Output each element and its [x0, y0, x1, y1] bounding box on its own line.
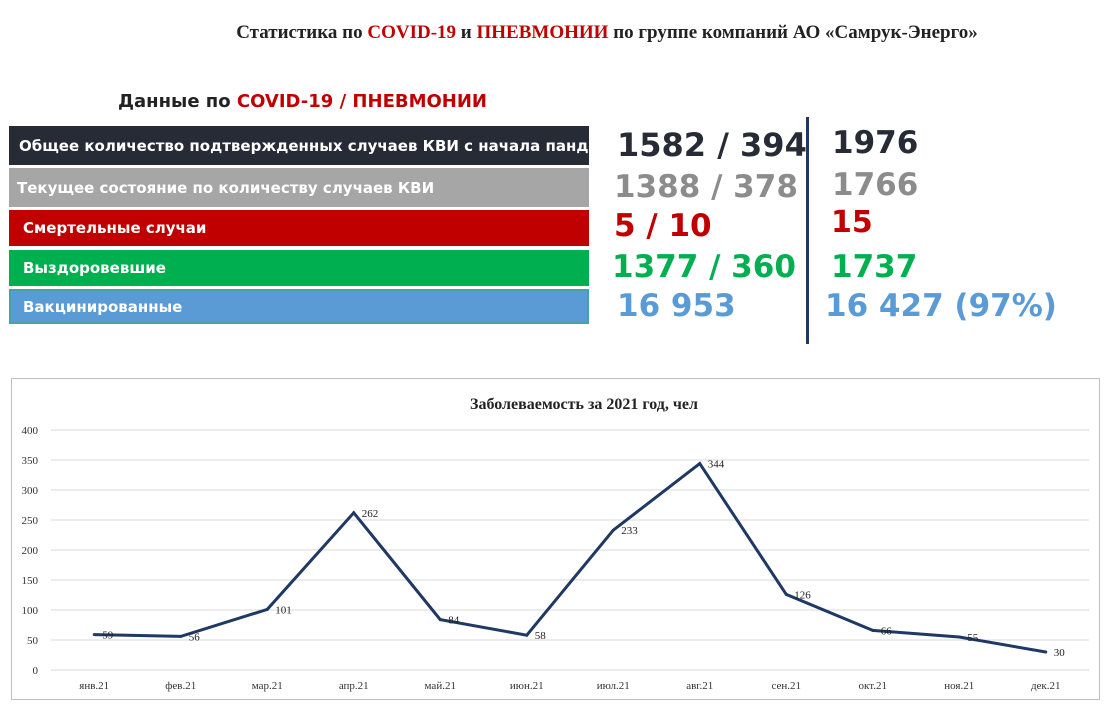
stat-label: Смертельные случаи	[23, 219, 207, 237]
y-tick-label: 350	[22, 455, 39, 467]
stat-total-vaccinated: 16 427 (97%)	[825, 288, 1057, 324]
stat-value-deaths: 5 / 10	[614, 208, 712, 244]
data-point	[611, 528, 615, 532]
stat-bar-vaccinated: Вакцинированные	[9, 289, 589, 324]
stat-total-recovered: 1737	[831, 249, 918, 285]
stat-label: Выздоровевшие	[23, 259, 166, 277]
data-point	[265, 607, 269, 611]
x-tick-label: дек.21	[1031, 680, 1061, 692]
x-tick-label: ноя.21	[944, 680, 974, 692]
data-label: 56	[189, 631, 201, 643]
stat-label: Общее количество подтвержденных случаев …	[19, 136, 632, 155]
stat-bar-deaths: Смертельные случаи	[9, 210, 589, 246]
divider-line	[806, 117, 809, 344]
y-tick-label: 300	[22, 485, 39, 497]
stat-label: Текущее состояние по количеству случаев …	[17, 178, 435, 197]
data-label: 84	[448, 615, 460, 627]
data-label: 344	[708, 459, 725, 471]
data-label: 30	[1054, 647, 1066, 659]
stat-bar-recovered: Выздоровевшие	[9, 250, 589, 286]
y-tick-label: 400	[22, 425, 39, 437]
title-text-1: Статистика по	[236, 22, 368, 43]
stat-total-current-cases: 1766	[832, 167, 919, 203]
chart-container: Заболеваемость за 2021 год, чел 0 50 100 150…	[11, 378, 1100, 700]
x-tick-label: авг.21	[686, 680, 713, 692]
data-label: 55	[967, 632, 979, 644]
stat-value-total-cases: 1582 / 394	[617, 126, 807, 164]
stat-value-current-cases: 1388 / 378	[614, 169, 798, 205]
stat-label: Вакцинированные	[23, 297, 183, 316]
section-title-text: Данные по	[118, 91, 237, 112]
data-point	[352, 511, 356, 515]
title-text-2: по группе компаний АО «Самрук-Энерго»	[608, 22, 978, 43]
section-title: Данные по COVID-19 / ПНЕВМОНИИ	[118, 91, 487, 112]
stat-value-recovered: 1377 / 360	[612, 249, 796, 285]
stat-bar-current-cases: Текущее состояние по количеству случаев …	[9, 168, 589, 207]
data-label: 233	[621, 525, 638, 537]
x-tick-label: июл.21	[597, 680, 630, 692]
data-point	[179, 634, 183, 638]
stat-value-vaccinated: 16 953	[617, 288, 736, 324]
data-point	[957, 635, 961, 639]
data-label: 58	[535, 630, 547, 642]
data-label: 262	[362, 508, 379, 520]
x-tick-label: янв.21	[79, 680, 109, 692]
stat-bar-total-cases: Общее количество подтвержденных случаев …	[9, 126, 632, 165]
data-point	[92, 633, 96, 637]
stat-total-total-cases: 1976	[832, 125, 919, 161]
y-tick-label: 50	[27, 635, 39, 647]
series-line	[94, 461, 1047, 654]
x-tick-label: май.21	[425, 680, 456, 692]
data-point	[525, 633, 529, 637]
y-tick-label: 100	[22, 605, 39, 617]
y-tick-label: 250	[22, 515, 39, 527]
incidence-line-chart: Заболеваемость за 2021 год, чел 0 50 100 150…	[22, 396, 1089, 692]
data-point	[438, 618, 442, 622]
y-tick-label: 0	[33, 665, 39, 677]
data-label: 66	[881, 625, 893, 637]
y-tick-label: 150	[22, 575, 39, 587]
x-tick-label: окт.21	[859, 680, 887, 692]
data-label: 59	[102, 630, 114, 642]
data-point	[784, 592, 788, 596]
y-tick-label: 200	[22, 545, 39, 557]
data-point	[698, 462, 702, 466]
x-tick-label: фев.21	[165, 680, 196, 692]
title-and: и	[456, 22, 477, 43]
section-title-red: COVID-19 / ПНЕВМОНИИ	[236, 91, 487, 112]
main-title: Статистика по COVID-19 и ПНЕВМОНИИ по гр…	[0, 22, 1111, 44]
x-tick-label: мар.21	[252, 680, 283, 692]
title-pneumonia: ПНЕВМОНИИ	[476, 22, 609, 43]
title-covid: COVID-19	[367, 22, 457, 43]
x-tick-label: июн.21	[510, 680, 544, 692]
data-label: 101	[275, 604, 292, 616]
x-tick-label: апр.21	[339, 680, 369, 692]
data-point	[871, 628, 875, 632]
data-point	[1044, 650, 1048, 654]
data-label: 126	[794, 589, 811, 601]
stat-total-deaths: 15	[831, 205, 873, 240]
chart-title: Заболеваемость за 2021 год, чел	[470, 396, 698, 413]
x-tick-label: сен.21	[771, 680, 801, 692]
